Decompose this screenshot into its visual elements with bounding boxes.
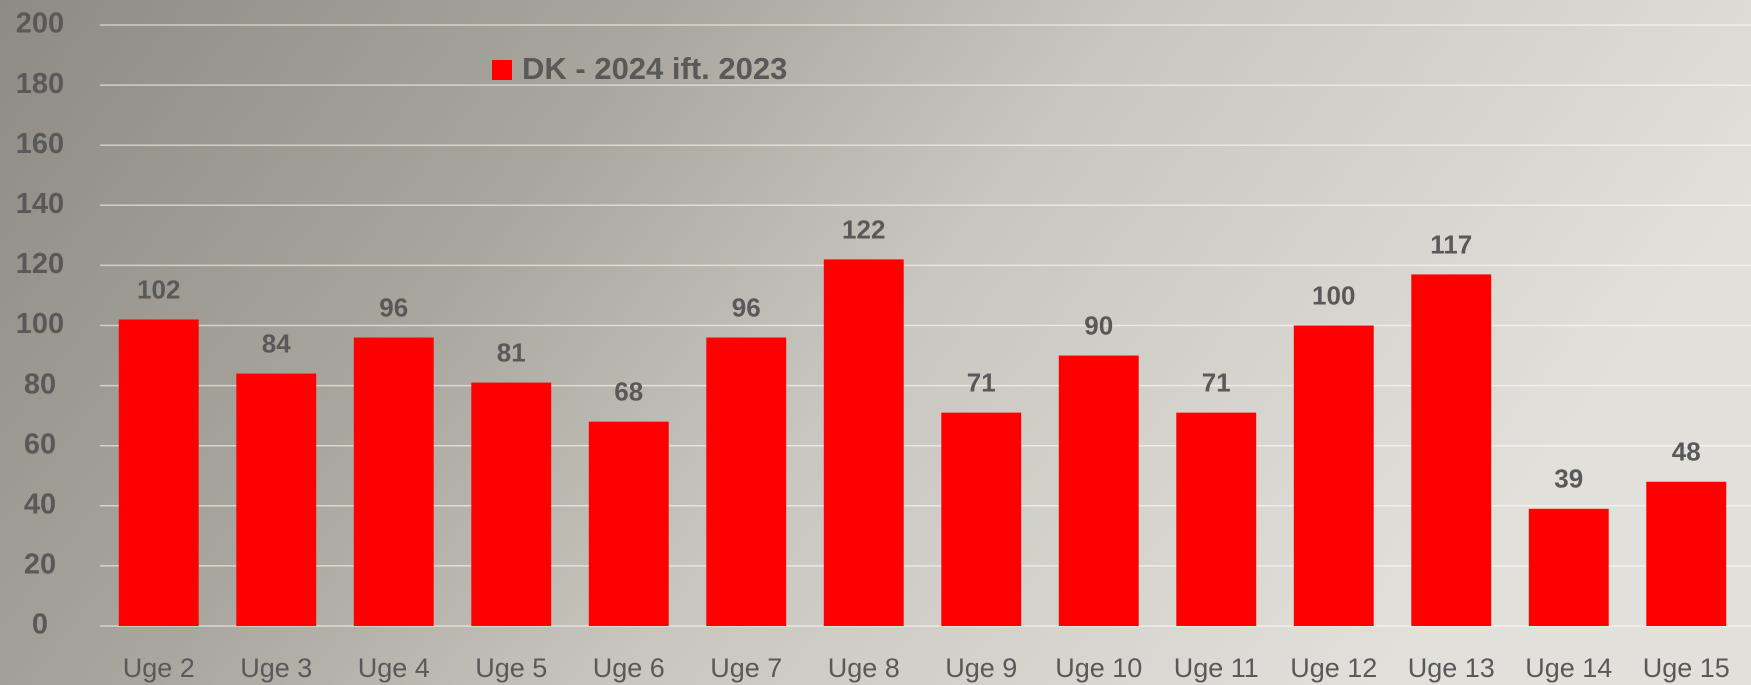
value-label: 68 xyxy=(614,377,643,407)
bar xyxy=(1411,274,1491,626)
x-tick-label: Uge 9 xyxy=(945,653,1017,683)
x-tick-label: Uge 5 xyxy=(475,653,547,683)
bar xyxy=(1294,326,1374,627)
value-label: 71 xyxy=(967,368,996,398)
bar xyxy=(1176,413,1256,626)
bar xyxy=(941,413,1021,626)
x-tick-label: Uge 8 xyxy=(828,653,900,683)
x-tick-label: Uge 10 xyxy=(1055,653,1142,683)
x-tick-label: Uge 7 xyxy=(710,653,782,683)
y-tick-label: 40 xyxy=(24,488,56,520)
x-tick-label: Uge 6 xyxy=(593,653,665,683)
x-tick-label: Uge 15 xyxy=(1643,653,1730,683)
x-tick-label: Uge 2 xyxy=(123,653,195,683)
bar xyxy=(1059,356,1139,626)
x-tick-label: Uge 12 xyxy=(1290,653,1377,683)
bar xyxy=(589,422,669,626)
bar xyxy=(354,338,434,626)
bar xyxy=(1529,509,1609,626)
y-tick-label: 0 xyxy=(32,609,48,641)
y-tick-label: 160 xyxy=(16,128,64,160)
bar xyxy=(1646,482,1726,626)
y-tick-label: 100 xyxy=(16,308,64,340)
legend-label: DK - 2024 ift. 2023 xyxy=(522,51,787,86)
y-tick-label: 80 xyxy=(24,368,56,400)
value-label: 81 xyxy=(497,337,526,367)
y-tick-label: 200 xyxy=(16,8,64,40)
bar xyxy=(119,319,199,626)
value-label: 117 xyxy=(1430,229,1472,259)
bar xyxy=(706,338,786,626)
x-tick-label: Uge 4 xyxy=(358,653,430,683)
value-label: 100 xyxy=(1312,280,1355,310)
value-label: 90 xyxy=(1084,310,1113,340)
legend-swatch xyxy=(492,60,512,80)
value-label: 48 xyxy=(1672,437,1701,467)
y-tick-label: 140 xyxy=(16,188,64,220)
value-label: 39 xyxy=(1554,464,1583,494)
y-tick-label: 180 xyxy=(16,68,64,100)
chart: 0 20 40 60 80 100 120 140 160 180 200 Uge 2 Uge 3 Uge… xyxy=(0,0,1751,685)
bar xyxy=(824,259,904,626)
y-tick-label: 120 xyxy=(16,248,64,280)
y-tick-label: 20 xyxy=(24,549,56,581)
value-label: 102 xyxy=(137,274,180,304)
value-label: 96 xyxy=(379,292,408,322)
y-tick-label: 60 xyxy=(24,428,56,460)
x-tick-label: Uge 13 xyxy=(1408,653,1495,683)
bar xyxy=(236,374,316,626)
x-tick-label: Uge 14 xyxy=(1525,653,1612,683)
value-label: 84 xyxy=(262,328,291,358)
x-tick-label: Uge 3 xyxy=(240,653,312,683)
value-label: 96 xyxy=(732,292,761,322)
value-label: 71 xyxy=(1202,368,1231,398)
value-label: 122 xyxy=(842,214,885,244)
bar xyxy=(471,383,551,626)
x-tick-label: Uge 11 xyxy=(1174,653,1259,683)
